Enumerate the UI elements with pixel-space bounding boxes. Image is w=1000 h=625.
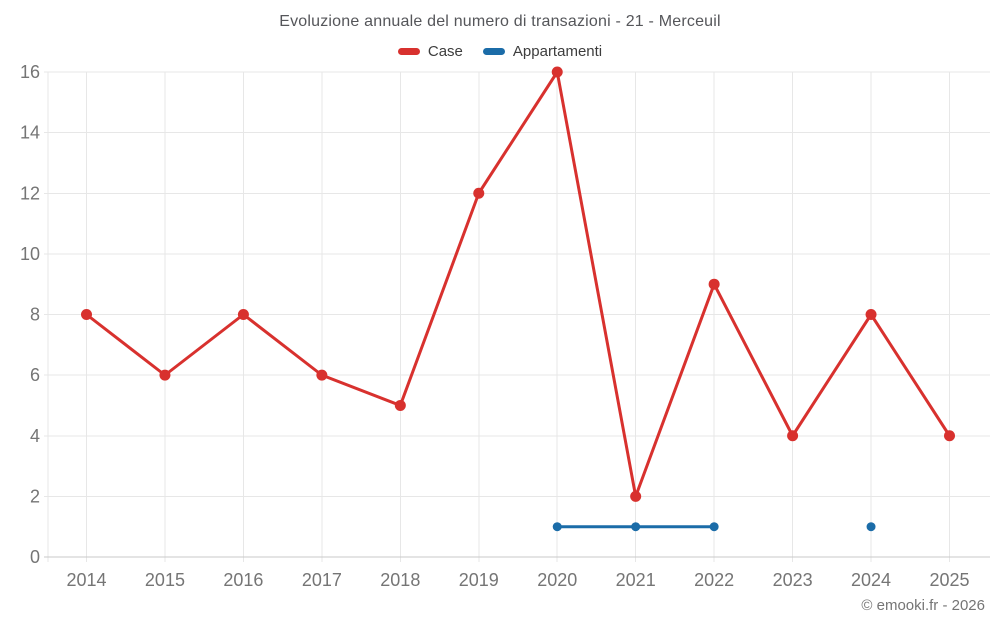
data-point-case-2022[interactable] [708, 278, 720, 290]
y-tick-label-4: 4 [30, 426, 40, 446]
data-point-case-2023[interactable] [787, 430, 799, 442]
data-point-case-2021[interactable] [630, 490, 642, 502]
y-tick-label-14: 14 [20, 123, 40, 143]
data-point-appartamenti-2021[interactable] [631, 522, 641, 532]
data-point-case-2019[interactable] [473, 187, 485, 199]
x-tick-label-2016: 2016 [223, 570, 263, 590]
x-tick-label-2017: 2017 [302, 570, 342, 590]
y-tick-label-6: 6 [30, 365, 40, 385]
legend-item-appartamenti[interactable]: Appartamenti [482, 43, 603, 60]
x-tick-label-2020: 2020 [537, 570, 577, 590]
chart-title: Evoluzione annuale del numero di transaz… [279, 13, 721, 30]
x-tick-label-2021: 2021 [616, 570, 656, 590]
y-tick-label-8: 8 [30, 305, 40, 325]
data-point-case-2015[interactable] [159, 369, 171, 381]
x-tick-label-2024: 2024 [851, 570, 891, 590]
chart-footer-credit: © emooki.fr - 2026 [861, 597, 985, 614]
legend-label-case: Case [427, 43, 463, 60]
data-point-appartamenti-2022[interactable] [709, 522, 719, 532]
y-tick-label-12: 12 [20, 183, 40, 203]
data-point-case-2016[interactable] [237, 309, 249, 320]
legend-item-case[interactable]: Case [397, 43, 463, 60]
legend-swatch-appartamenti [482, 48, 505, 55]
x-tick-label-2023: 2023 [773, 570, 813, 590]
legend-label-appartamenti: Appartamenti [512, 43, 603, 60]
series-line-case [85, 70, 951, 498]
x-tick-label-2022: 2022 [694, 570, 734, 590]
data-point-case-2020[interactable] [551, 66, 563, 78]
data-point-case-2018[interactable] [394, 399, 406, 411]
data-point-case-2017[interactable] [316, 369, 328, 381]
data-point-appartamenti-2024[interactable] [866, 522, 876, 532]
x-tick-label-2025: 2025 [929, 570, 969, 590]
y-tick-label-2: 2 [30, 486, 40, 506]
data-point-case-2014[interactable] [81, 309, 92, 320]
data-point-case-2024[interactable] [865, 309, 877, 320]
data-point-appartamenti-2020[interactable] [552, 522, 562, 532]
chart-legend: Case Appartamenti [0, 43, 1000, 60]
y-tick-label-0: 0 [30, 547, 40, 567]
legend-swatch-case [397, 48, 420, 55]
data-point-case-2025[interactable] [944, 430, 955, 442]
x-tick-label-2014: 2014 [66, 570, 106, 590]
x-tick-label-2015: 2015 [145, 570, 185, 590]
x-tick-label-2018: 2018 [380, 570, 420, 590]
y-tick-label-10: 10 [20, 244, 40, 264]
y-tick-label-16: 16 [20, 62, 40, 82]
x-tick-label-2019: 2019 [459, 570, 499, 590]
